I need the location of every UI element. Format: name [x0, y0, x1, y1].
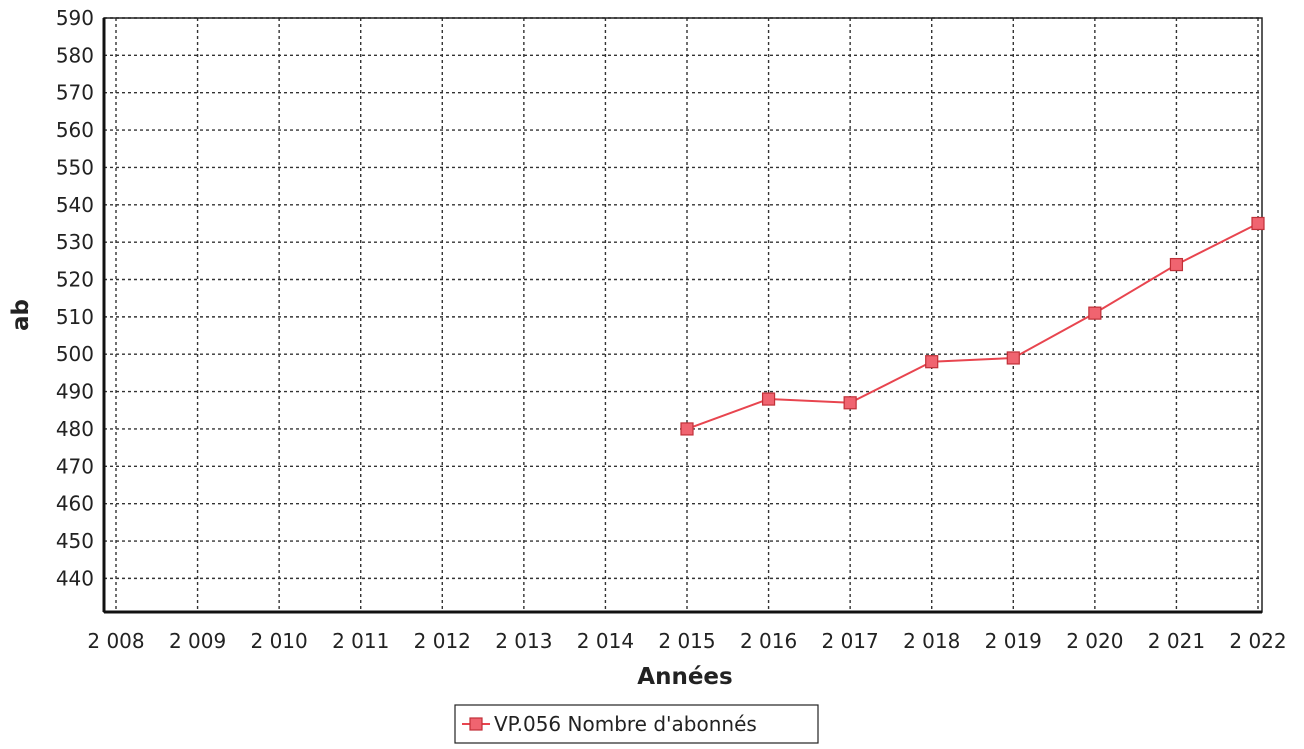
- x-tick-label: 2 009: [169, 629, 226, 653]
- x-tick-label: 2 022: [1229, 629, 1286, 653]
- plot-area: [104, 18, 1262, 612]
- legend: VP.056 Nombre d'abonnés: [454, 704, 819, 744]
- y-tick-label: 480: [56, 417, 94, 441]
- data-point: [1169, 257, 1184, 272]
- x-axis-title: Années: [637, 664, 732, 690]
- x-tick-label: 2 015: [658, 629, 715, 653]
- data-point: [1251, 216, 1265, 231]
- x-tick-label: 2 019: [985, 629, 1042, 653]
- y-tick-label: 450: [56, 529, 94, 553]
- legend-marker-swatch: [469, 717, 483, 731]
- x-tick-labels: 2 008 2 009 2 010 2 011 2 012 2 013 2 014 2 015…: [87, 629, 1286, 653]
- x-tick-label: 2 017: [822, 629, 879, 653]
- y-tick-label: 560: [56, 118, 94, 142]
- x-tick-label: 2 020: [1066, 629, 1123, 653]
- x-tick-label: 2 014: [577, 629, 634, 653]
- data-point: [761, 392, 776, 406]
- y-tick-label: 590: [56, 6, 94, 30]
- legend-label: VP.056 Nombre d'abonnés: [494, 712, 757, 736]
- y-tick-label: 580: [56, 43, 94, 67]
- x-tick-label: 2 011: [332, 629, 389, 653]
- y-tick-label: 530: [56, 230, 94, 254]
- series-line: [686, 222, 1259, 430]
- data-point: [843, 396, 857, 410]
- legend-box: [454, 704, 819, 744]
- y-tick-labels: 440 450 460 470 480 490 500 510 520 530 540 550 560 5…: [56, 6, 94, 590]
- y-tick-label: 500: [56, 342, 94, 366]
- x-tick-label: 2 012: [414, 629, 471, 653]
- x-tick-label: 2 013: [495, 629, 552, 653]
- y-tick-label: 510: [56, 305, 94, 329]
- y-tick-label: 550: [56, 155, 94, 179]
- series-layer: [680, 216, 1265, 436]
- x-tick-label: 2 018: [903, 629, 960, 653]
- y-tick-label: 520: [56, 268, 94, 292]
- y-tick-label: 470: [56, 454, 94, 478]
- x-tick-label: 2 010: [251, 629, 308, 653]
- y-tick-label: 570: [56, 81, 94, 105]
- data-point: [1088, 306, 1102, 320]
- y-tick-label: 490: [56, 380, 94, 404]
- data-point: [1006, 351, 1020, 365]
- data-point: [925, 355, 939, 369]
- y-tick-label: 460: [56, 492, 94, 516]
- axes: [102, 17, 1263, 614]
- x-tick-label: 2 016: [740, 629, 797, 653]
- x-tick-label: 2 008: [87, 629, 144, 653]
- data-point: [680, 422, 694, 436]
- x-tick-label: 2 021: [1148, 629, 1205, 653]
- y-tick-label: 440: [56, 566, 94, 590]
- y-tick-label: 540: [56, 193, 94, 217]
- y-axis-title: ab: [8, 299, 34, 331]
